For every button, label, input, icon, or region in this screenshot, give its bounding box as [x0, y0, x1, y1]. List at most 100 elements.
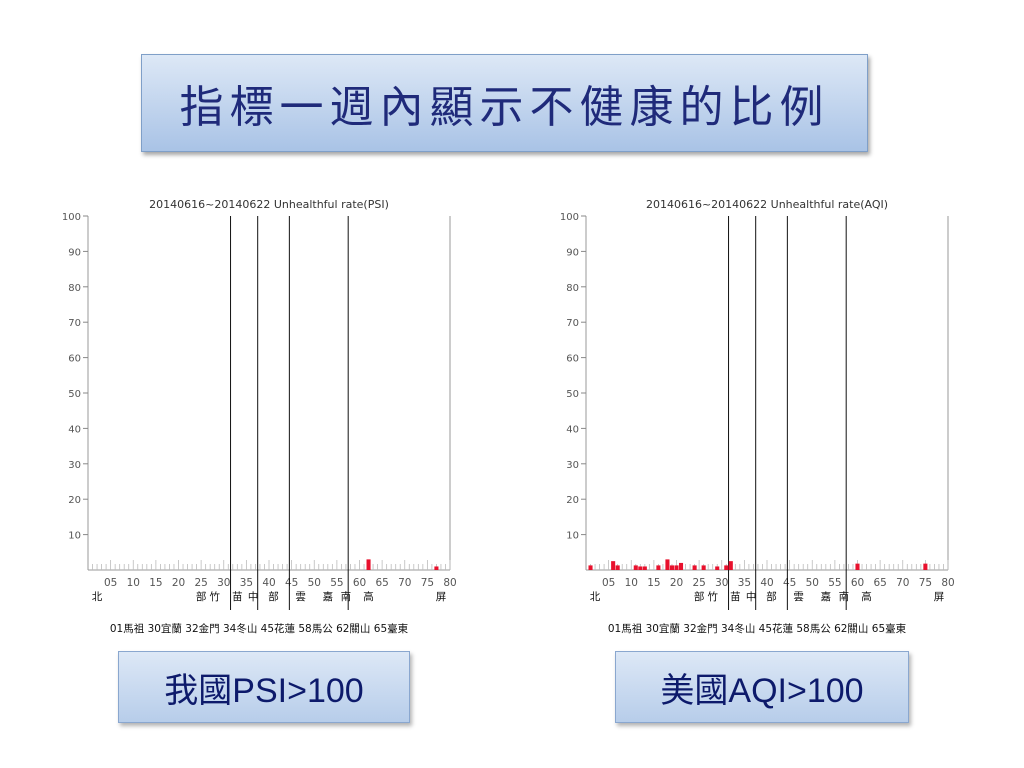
bar: [611, 561, 616, 570]
x-tick-label: 65: [873, 577, 886, 589]
bar: [692, 565, 697, 570]
y-tick-label: 80: [566, 283, 579, 294]
x-tick-label: 75: [919, 577, 932, 589]
x-tick-label: 70: [398, 577, 411, 589]
y-tick-label: 80: [68, 283, 81, 294]
region-label: 部: [268, 590, 279, 603]
region-label: 竹: [209, 590, 220, 603]
y-tick-label: 30: [566, 460, 579, 471]
station-legend: 01馬祖 30宜蘭 32金門 34冬山 45花蓮 58馬公 62關山 65臺東: [608, 622, 907, 635]
chart-title: 20140616~20140622 Unhealthful rate(PSI): [149, 198, 389, 211]
x-tick-label: 50: [806, 577, 819, 589]
bar: [855, 563, 860, 570]
region-label: 部: [196, 590, 207, 603]
slide-title: 指標一週內顯示不健康的比例: [179, 82, 830, 133]
bar: [728, 561, 733, 570]
psi-label: 我國PSI>100: [164, 671, 364, 710]
region-label: 屏: [436, 591, 447, 603]
bar: [678, 562, 684, 570]
bar: [642, 566, 647, 570]
x-tick-label: 30: [715, 577, 728, 589]
y-tick-label: 60: [566, 354, 579, 365]
x-tick-label: 10: [127, 577, 140, 589]
x-tick-label: 60: [851, 577, 864, 589]
x-tick-label: 05: [104, 577, 117, 589]
x-tick-label: 20: [670, 577, 683, 589]
x-tick-label: 20: [172, 577, 185, 589]
psi-label-box: 我國PSI>100: [118, 651, 410, 723]
chart-title: 20140616~20140622 Unhealthful rate(AQI): [646, 198, 888, 211]
x-tick-label: 50: [308, 577, 321, 589]
region-label: 嘉: [323, 590, 334, 603]
y-tick-label: 30: [68, 460, 81, 471]
region-label: 部: [766, 590, 777, 603]
x-tick-label: 35: [240, 577, 253, 589]
x-tick-label: 80: [941, 577, 954, 589]
bar: [665, 559, 670, 570]
y-tick-label: 100: [560, 212, 579, 223]
station-legend: 01馬祖 30宜蘭 32金門 34冬山 45花蓮 58馬公 62關山 65臺東: [110, 622, 409, 635]
bar: [638, 566, 643, 570]
bar: [674, 565, 679, 570]
bar: [615, 565, 620, 570]
x-tick-label: 60: [353, 577, 366, 589]
y-tick-label: 40: [68, 424, 81, 435]
x-tick-label: 55: [828, 577, 841, 589]
x-tick-label: 55: [330, 577, 343, 589]
bar: [656, 565, 661, 570]
region-label: 高: [363, 590, 374, 603]
region-label: 北: [590, 591, 601, 603]
y-tick-label: 40: [566, 424, 579, 435]
y-tick-label: 20: [68, 495, 81, 506]
x-tick-label: 40: [760, 577, 773, 589]
aqi-label: 美國AQI>100: [660, 671, 864, 710]
psi-chart: 20140616~20140622 Unhealthful rate(PSI) 1…: [62, 198, 457, 635]
x-tick-label: 80: [443, 577, 456, 589]
bar: [633, 565, 638, 570]
y-tick-label: 70: [68, 318, 81, 329]
x-tick-label: 10: [625, 577, 638, 589]
x-tick-label: 75: [421, 577, 434, 589]
y-tick-label: 70: [566, 318, 579, 329]
region-label: 高: [861, 590, 872, 603]
y-tick-label: 100: [62, 212, 81, 223]
region-label: 部: [694, 590, 705, 603]
region-label: 竹: [707, 590, 718, 603]
aqi-label-box: 美國AQI>100: [615, 651, 909, 723]
y-tick-label: 50: [68, 389, 81, 400]
x-tick-label: 30: [217, 577, 230, 589]
region-label: 北: [92, 591, 103, 603]
x-tick-label: 65: [375, 577, 388, 589]
x-tick-label: 45: [285, 577, 298, 589]
y-tick-label: 90: [566, 247, 579, 258]
x-tick-label: 05: [602, 577, 615, 589]
bar: [923, 563, 928, 570]
bar: [701, 565, 706, 570]
bar: [715, 566, 720, 570]
region-label: 南: [341, 590, 352, 603]
region-label: 中: [746, 590, 757, 603]
x-tick-label: 70: [896, 577, 909, 589]
x-tick-label: 15: [149, 577, 162, 589]
y-tick-label: 10: [566, 531, 579, 542]
y-tick-label: 60: [68, 354, 81, 365]
aqi-chart: 20140616~20140622 Unhealthful rate(AQI) 1…: [560, 198, 955, 635]
y-tick-label: 50: [566, 389, 579, 400]
region-label: 南: [839, 590, 850, 603]
region-label: 雲: [793, 591, 804, 603]
x-tick-label: 15: [647, 577, 660, 589]
region-label: 苗: [730, 591, 741, 603]
x-tick-label: 45: [783, 577, 796, 589]
y-tick-label: 10: [68, 531, 81, 542]
bar: [366, 559, 371, 570]
region-label: 屏: [934, 591, 945, 603]
y-tick-label: 20: [566, 495, 579, 506]
bar: [724, 565, 729, 570]
y-tick-label: 90: [68, 247, 81, 258]
x-tick-label: 25: [692, 577, 705, 589]
bar: [588, 565, 593, 570]
slide-title-box: 指標一週內顯示不健康的比例: [141, 54, 868, 152]
x-tick-label: 35: [738, 577, 751, 589]
bar: [669, 565, 675, 570]
region-label: 雲: [295, 591, 306, 603]
